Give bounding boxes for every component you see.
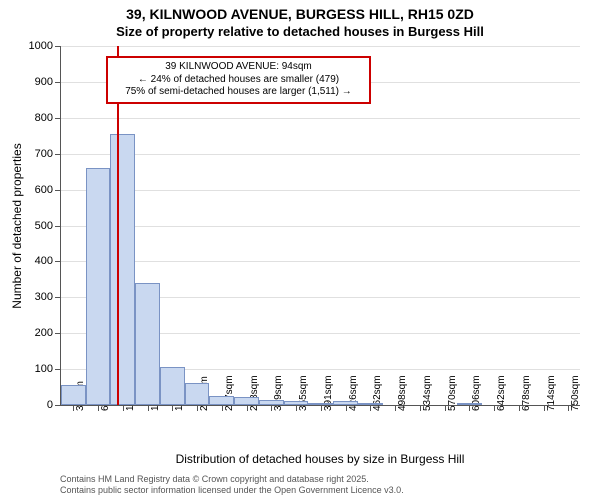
x-tick: [123, 405, 124, 411]
x-axis-label: Distribution of detached houses by size …: [60, 452, 580, 466]
x-tick-label: 391sqm: [323, 375, 334, 411]
y-tick: [55, 118, 61, 119]
y-tick: [55, 154, 61, 155]
x-tick-label: 498sqm: [397, 375, 408, 411]
y-tick: [55, 82, 61, 83]
y-tick-label: 500: [35, 220, 53, 232]
x-tick-label: 283sqm: [249, 375, 260, 411]
footnote-line1: Contains HM Land Registry data © Crown c…: [60, 474, 580, 485]
x-tick-label: 570sqm: [447, 375, 458, 411]
y-tick-label: 900: [35, 76, 53, 88]
y-tick: [55, 261, 61, 262]
x-tick-label: 247sqm: [224, 375, 235, 411]
y-tick-label: 300: [35, 291, 53, 303]
x-tick: [420, 405, 421, 411]
histogram-bar: [61, 385, 86, 405]
x-tick-label: 678sqm: [521, 375, 532, 411]
x-tick: [197, 405, 198, 411]
x-tick-label: 606sqm: [471, 375, 482, 411]
y-axis-label: Number of detached properties: [10, 143, 24, 308]
histogram-bar: [308, 403, 333, 405]
y-tick: [55, 369, 61, 370]
histogram-bar: [86, 168, 111, 405]
x-tick: [544, 405, 545, 411]
y-tick-label: 400: [35, 255, 53, 267]
x-tick: [494, 405, 495, 411]
y-tick-label: 200: [35, 327, 53, 339]
histogram-bar: [284, 401, 309, 405]
y-tick: [55, 405, 61, 406]
histogram-bar: [358, 403, 383, 405]
x-tick-label: 426sqm: [348, 375, 359, 411]
y-tick: [55, 333, 61, 334]
histogram-bar: [110, 134, 135, 405]
y-axis-label-container: Number of detached properties: [10, 46, 24, 406]
chart-figure: 39, KILNWOOD AVENUE, BURGESS HILL, RH15 …: [0, 0, 600, 500]
x-tick: [148, 405, 149, 411]
y-tick: [55, 46, 61, 47]
footnote-line2: Contains public sector information licen…: [60, 485, 580, 496]
footnote: Contains HM Land Registry data © Crown c…: [60, 474, 580, 497]
annotation-box: 39 KILNWOOD AVENUE: 94sqm← 24% of detach…: [106, 56, 371, 104]
y-tick: [55, 190, 61, 191]
x-tick: [98, 405, 99, 411]
y-tick: [55, 297, 61, 298]
x-tick: [568, 405, 569, 411]
x-tick-label: 642sqm: [496, 375, 507, 411]
y-tick-label: 800: [35, 112, 53, 124]
grid-line: [61, 261, 580, 262]
histogram-bar: [259, 400, 284, 405]
x-tick-label: 462sqm: [372, 375, 383, 411]
histogram-bar: [457, 403, 482, 405]
y-tick-label: 1000: [29, 40, 53, 52]
x-tick: [247, 405, 248, 411]
x-tick: [519, 405, 520, 411]
histogram-bar: [160, 367, 185, 405]
y-tick-label: 0: [47, 399, 53, 411]
x-tick: [296, 405, 297, 411]
annotation-line-2: ← 24% of detached houses are smaller (47…: [114, 74, 363, 87]
x-tick-label: 319sqm: [273, 375, 284, 411]
histogram-bar: [333, 401, 358, 405]
annotation-line-1: 39 KILNWOOD AVENUE: 94sqm: [114, 61, 363, 74]
x-tick-label: 355sqm: [298, 375, 309, 411]
grid-line: [61, 46, 580, 47]
chart-title-line2: Size of property relative to detached ho…: [0, 24, 600, 39]
histogram-bar: [135, 283, 160, 405]
x-tick: [222, 405, 223, 411]
chart-title-line1: 39, KILNWOOD AVENUE, BURGESS HILL, RH15 …: [0, 6, 600, 22]
histogram-bar: [209, 396, 234, 405]
x-tick: [321, 405, 322, 411]
x-tick: [395, 405, 396, 411]
x-tick: [346, 405, 347, 411]
y-tick-label: 100: [35, 363, 53, 375]
grid-line: [61, 154, 580, 155]
x-tick-label: 714sqm: [546, 375, 557, 411]
x-tick-label: 534sqm: [422, 375, 433, 411]
y-tick: [55, 226, 61, 227]
histogram-bar: [185, 383, 210, 405]
plot-area: 0100200300400500600700800900100031sqm67s…: [60, 46, 580, 406]
grid-line: [61, 118, 580, 119]
histogram-bar: [234, 397, 259, 405]
grid-line: [61, 226, 580, 227]
y-tick-label: 600: [35, 184, 53, 196]
x-tick-label: 750sqm: [570, 375, 581, 411]
annotation-line-3: 75% of semi-detached houses are larger (…: [114, 86, 363, 99]
y-tick-label: 700: [35, 148, 53, 160]
grid-line: [61, 190, 580, 191]
x-tick: [445, 405, 446, 411]
